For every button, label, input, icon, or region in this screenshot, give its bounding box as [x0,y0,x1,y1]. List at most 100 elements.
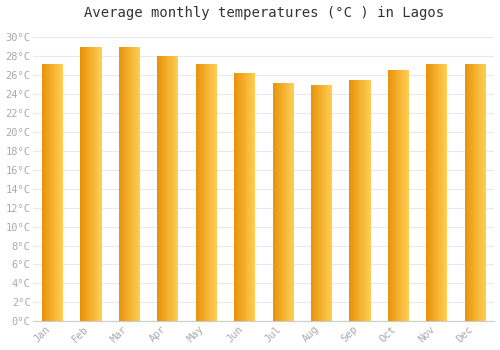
Bar [446,64,447,321]
Bar [323,84,324,321]
Bar [135,47,136,321]
Bar [136,47,137,321]
Bar [473,64,474,321]
Bar [397,70,398,321]
Bar [355,80,356,321]
Bar [198,64,199,321]
Bar [354,80,355,321]
Bar [239,73,240,321]
Bar [243,73,244,321]
Bar [434,64,435,321]
Bar [51,64,52,321]
Bar [273,83,274,321]
Bar [391,70,392,321]
Bar [62,64,63,321]
Bar [119,47,120,321]
Bar [365,80,366,321]
Bar [470,64,471,321]
Bar [213,64,214,321]
Bar [289,83,290,321]
Bar [401,70,402,321]
Bar [432,64,433,321]
Bar [238,73,239,321]
Bar [359,80,360,321]
Bar [439,64,440,321]
Bar [172,56,173,321]
Bar [315,84,316,321]
Bar [321,84,322,321]
Bar [91,47,92,321]
Bar [158,56,159,321]
Bar [293,83,294,321]
Bar [329,84,330,321]
Bar [55,64,56,321]
Bar [367,80,368,321]
Bar [430,64,431,321]
Bar [404,70,405,321]
Bar [131,47,132,321]
Bar [246,73,247,321]
Bar [363,80,364,321]
Bar [236,73,237,321]
Bar [237,73,238,321]
Bar [328,84,329,321]
Bar [207,64,208,321]
Bar [447,64,448,321]
Bar [205,64,206,321]
Bar [170,56,171,321]
Bar [44,64,45,321]
Bar [199,64,200,321]
Bar [134,47,135,321]
Bar [97,47,98,321]
Bar [398,70,399,321]
Bar [360,80,361,321]
Bar [130,47,131,321]
Bar [352,80,353,321]
Bar [201,64,202,321]
Bar [350,80,351,321]
Bar [122,47,123,321]
Bar [317,84,318,321]
Bar [173,56,174,321]
Bar [43,64,44,321]
Bar [57,64,58,321]
Bar [322,84,323,321]
Bar [166,56,167,321]
Bar [272,83,273,321]
Bar [175,56,176,321]
Bar [429,64,430,321]
Bar [399,70,400,321]
Bar [320,84,321,321]
Bar [240,73,241,321]
Bar [250,73,251,321]
Bar [53,64,54,321]
Bar [95,47,96,321]
Bar [83,47,84,321]
Bar [60,64,61,321]
Bar [96,47,97,321]
Bar [277,83,278,321]
Bar [164,56,165,321]
Bar [244,73,245,321]
Bar [408,70,409,321]
Bar [167,56,168,321]
Bar [120,47,121,321]
Bar [235,73,236,321]
Bar [212,64,213,321]
Bar [176,56,177,321]
Bar [471,64,472,321]
Bar [437,64,438,321]
Bar [353,80,354,321]
Bar [472,64,473,321]
Bar [196,64,198,321]
Bar [392,70,393,321]
Bar [278,83,279,321]
Bar [215,64,216,321]
Bar [480,64,481,321]
Bar [368,80,369,321]
Bar [467,64,468,321]
Bar [482,64,483,321]
Bar [80,47,81,321]
Bar [98,47,99,321]
Bar [286,83,287,321]
